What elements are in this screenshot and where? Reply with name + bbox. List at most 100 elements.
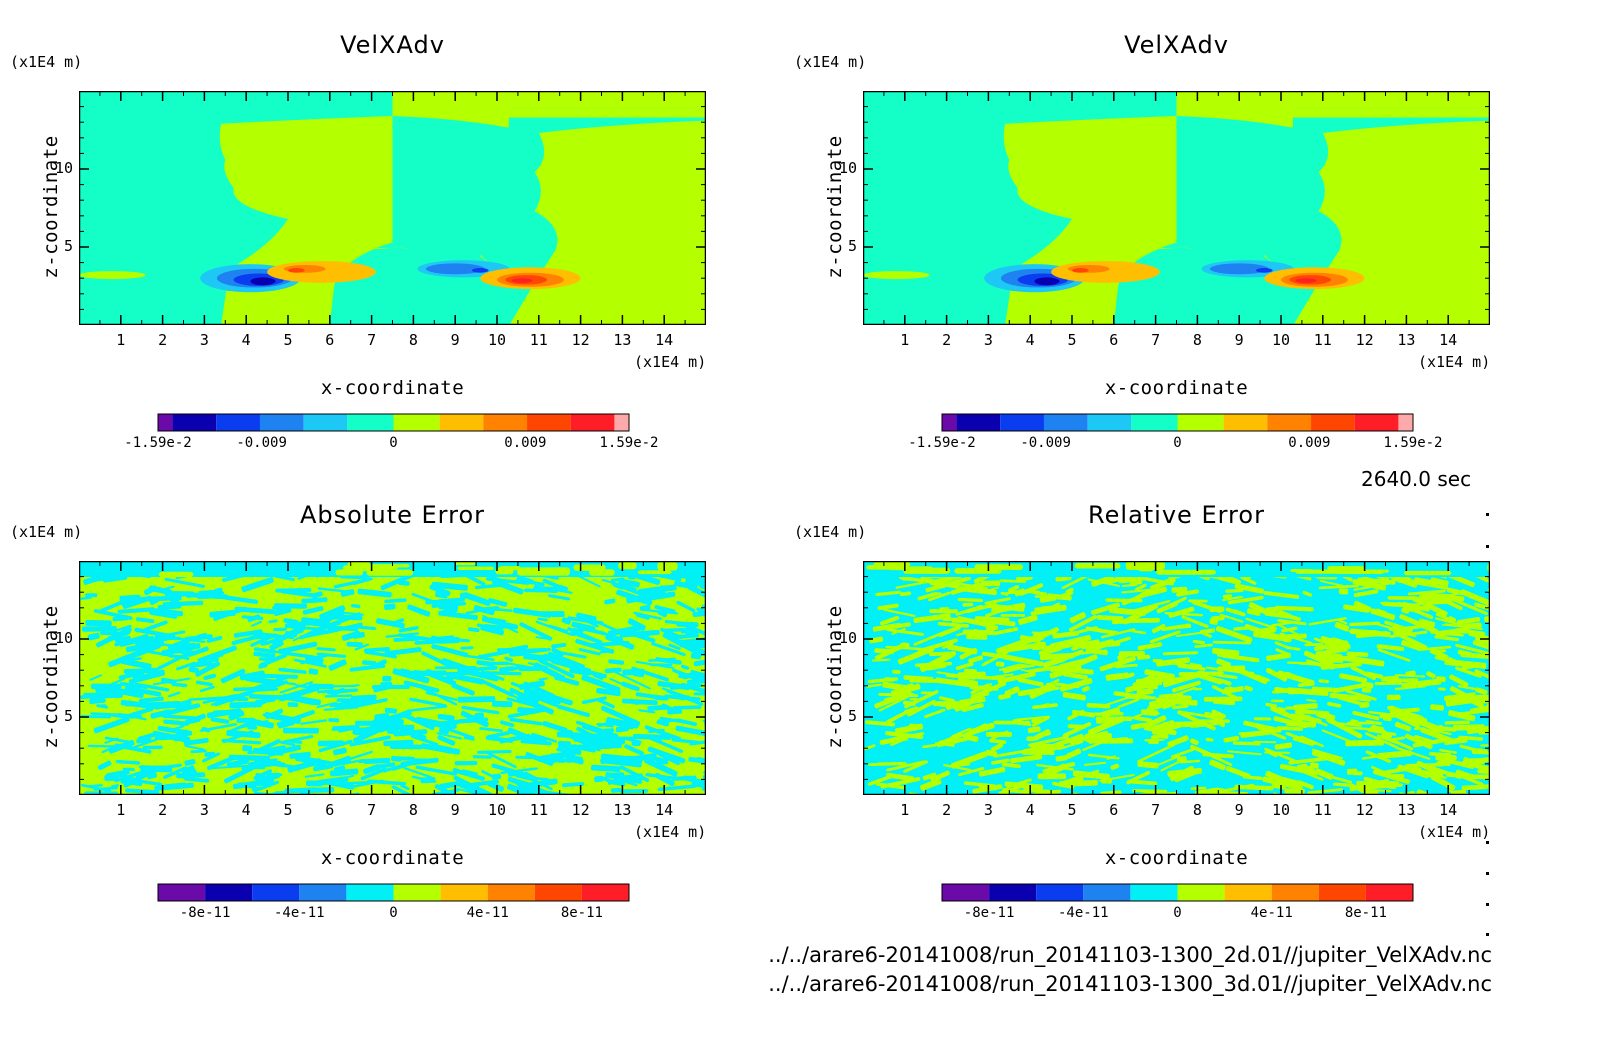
x-tick-label: 5 <box>283 331 293 349</box>
x-tick-label: 12 <box>1355 331 1374 349</box>
colorbar-label: 0 <box>389 435 398 451</box>
colorbar-label: -0.009 <box>1020 435 1071 451</box>
file-path-2d: ../../arare6-20141008/run_20141103-1300_… <box>768 943 1492 967</box>
y-tick-label: 5 <box>847 237 857 255</box>
x-tick-label: 13 <box>613 331 632 349</box>
colorbar-segment <box>303 414 348 431</box>
colorbar-segment <box>393 414 440 431</box>
positive-blob <box>288 268 305 273</box>
colorbar-label: 0 <box>389 905 398 921</box>
x-tick-label: 7 <box>367 801 377 819</box>
x-axis-label: x-coordinate <box>320 847 465 869</box>
x-tick-label: 8 <box>1192 801 1202 819</box>
colorbar-segment <box>942 414 957 431</box>
colorbar-segment <box>1130 884 1178 901</box>
y-axis-label: z-coordinate <box>824 135 846 279</box>
x-tick-label: 13 <box>1397 801 1416 819</box>
x-tick-label: 10 <box>1271 801 1291 819</box>
colorbar-label: -4e-11 <box>274 905 325 921</box>
x-tick-label: 11 <box>529 331 548 349</box>
colorbar-label: 4e-11 <box>1250 905 1293 921</box>
colorbar-label: 0 <box>1173 905 1182 921</box>
x-tick-label: 12 <box>1355 801 1374 819</box>
colorbar-label: 4e-11 <box>466 905 509 921</box>
colorbar-label: -1.59e-2 <box>908 435 976 451</box>
colorbar <box>941 413 1414 432</box>
negative-blob <box>1255 268 1273 273</box>
colorbar-segment <box>1365 884 1413 901</box>
x-tick-label: 7 <box>1151 801 1161 819</box>
positive-blob <box>267 261 376 283</box>
x-tick-label: 5 <box>1067 801 1077 819</box>
x-tick-label: 12 <box>571 331 590 349</box>
colorbar-segment <box>1131 414 1178 431</box>
x-tick-label: 3 <box>983 331 993 349</box>
x-tick-label: 1 <box>116 331 126 349</box>
x-unit-label: (x1E4 m) <box>1418 353 1491 371</box>
x-tick-label: 10 <box>1271 331 1291 349</box>
colorbar-segment <box>158 884 206 901</box>
positive-blob <box>1051 261 1160 283</box>
colorbar-label: 0.009 <box>504 435 547 451</box>
chart-title: Absolute Error <box>299 501 486 529</box>
x-unit-label: (x1E4 m) <box>634 823 707 841</box>
negative-blob <box>425 263 485 275</box>
colorbar-segment <box>1224 884 1272 901</box>
colorbar <box>157 883 630 902</box>
x-tick-label: 3 <box>199 331 209 349</box>
x-tick-label: 4 <box>1025 331 1035 349</box>
colorbar-frame <box>157 413 630 432</box>
colorbar-segment <box>487 884 535 901</box>
dot-mark <box>1486 903 1489 906</box>
colorbar-segment <box>439 414 484 431</box>
colorbar-label: -8e-11 <box>963 905 1015 921</box>
colorbar-segment <box>252 884 300 901</box>
x-tick-label: 4 <box>1025 801 1035 819</box>
x-axis-label: x-coordinate <box>320 377 465 399</box>
y-tick-label: 5 <box>847 707 857 725</box>
x-tick-label: 11 <box>1313 801 1332 819</box>
colorbar-label: -8e-11 <box>179 905 231 921</box>
y-tick-label: 10 <box>54 159 73 177</box>
x-tick-label: 3 <box>199 801 209 819</box>
colorbar-segment <box>346 884 394 901</box>
positive-region <box>1418 269 1490 278</box>
x-tick-label: 6 <box>1109 331 1119 349</box>
colorbar-segment <box>393 884 441 901</box>
neutral-region <box>392 248 481 325</box>
colorbar-segment <box>172 414 217 431</box>
x-tick-label: 14 <box>1439 801 1458 819</box>
chart-title: Relative Error <box>1088 501 1265 529</box>
x-tick-label: 14 <box>655 331 674 349</box>
contour-plot <box>79 561 706 795</box>
x-tick-label: 2 <box>158 331 168 349</box>
colorbar-segment <box>1000 414 1044 431</box>
x-tick-label: 14 <box>655 801 674 819</box>
x-unit-label: (x1E4 m) <box>634 353 707 371</box>
top-band <box>1176 108 1490 118</box>
x-tick-label: 1 <box>900 801 910 819</box>
colorbar-segment <box>1271 884 1319 901</box>
x-tick-label: 6 <box>325 331 335 349</box>
x-tick-label: 9 <box>1234 331 1244 349</box>
colorbar-label: -1.59e-2 <box>124 435 192 451</box>
y-tick-label: 10 <box>54 629 73 647</box>
chart-title: VelXAdv <box>1124 31 1229 59</box>
x-tick-label: 4 <box>241 801 251 819</box>
colorbar-segment <box>1398 414 1413 431</box>
x-tick-label: 8 <box>408 331 418 349</box>
colorbar-label: 8e-11 <box>560 905 603 921</box>
error-streaks <box>864 561 1490 795</box>
colorbar-segment <box>1043 414 1088 431</box>
x-tick-label: 2 <box>942 801 952 819</box>
colorbar-segment <box>1036 884 1084 901</box>
dot-mark <box>1486 513 1489 516</box>
y-unit-label: (x1E4 m) <box>10 523 83 541</box>
positive-region <box>1092 245 1177 251</box>
negative-blob <box>1209 263 1269 275</box>
x-tick-label: 10 <box>487 801 507 819</box>
colorbar-label: 1.59e-2 <box>1383 435 1443 451</box>
colorbar-segment <box>1223 414 1268 431</box>
contour-plot <box>863 91 1490 325</box>
colorbar-segment <box>1083 884 1131 901</box>
